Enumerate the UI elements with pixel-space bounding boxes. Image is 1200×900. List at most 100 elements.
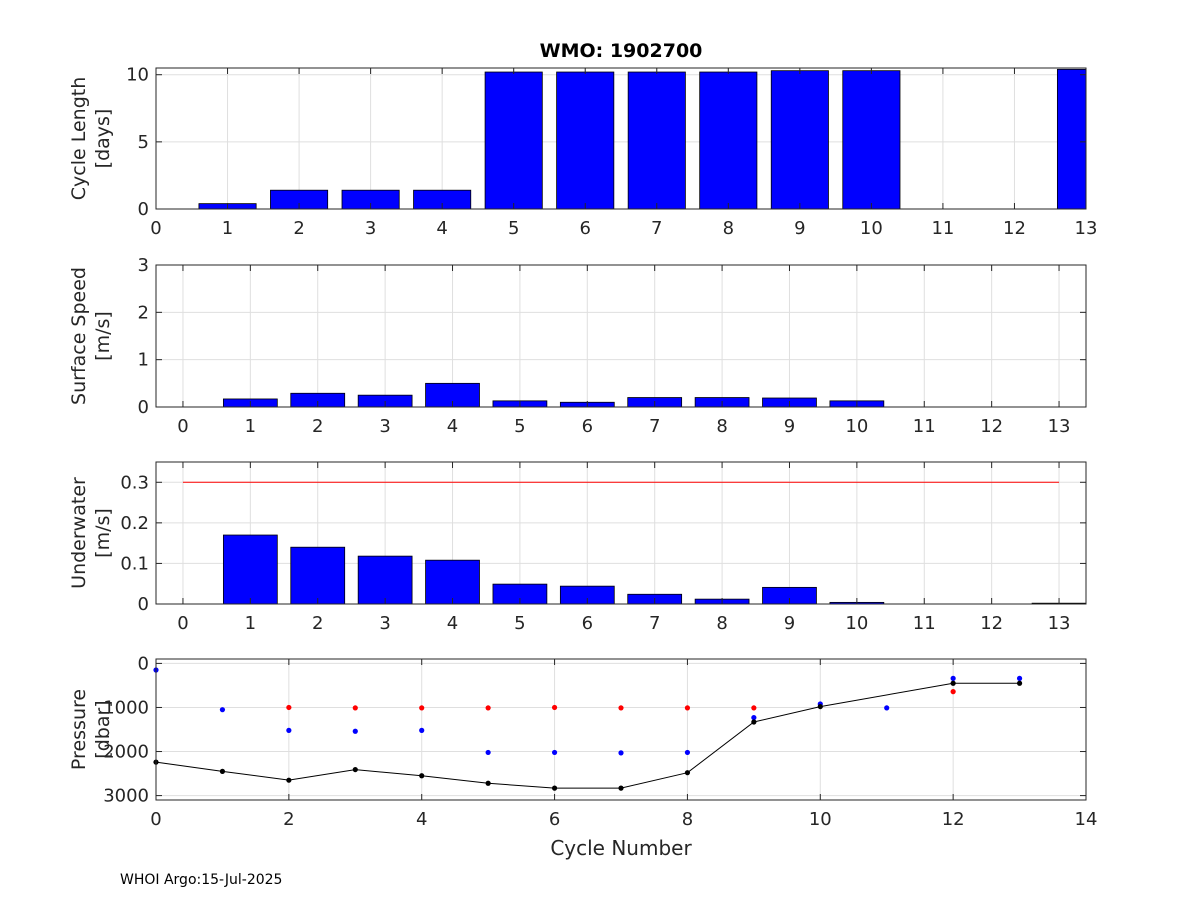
point-profile-pressure-cycle-9	[751, 715, 757, 721]
bar-cycle-4	[425, 559, 480, 605]
bar-cycle-9	[770, 70, 829, 210]
point-max-pressure-cycle-8	[684, 770, 691, 776]
axes-box	[155, 264, 1087, 408]
x-tick-label: 0	[177, 416, 188, 437]
x-tick-label: 14	[1075, 809, 1098, 830]
x-tick-label: 7	[649, 613, 660, 634]
x-tick-label: 13	[1048, 416, 1071, 437]
x-tick-label: 11	[931, 218, 954, 239]
y-axis-label-line: [dbar]	[92, 700, 114, 758]
point-max-pressure-cycle-3	[352, 766, 358, 773]
x-tick-label: 7	[651, 218, 662, 239]
point-park-pressure-cycle-8	[684, 705, 691, 711]
point-park-pressure-cycle-5	[485, 705, 491, 711]
x-tick-label: 2	[283, 809, 294, 830]
chart-4: 0 2 4 6 8 10 12 14 0 1000 2000 3000 Pressure [dbar] Cy…	[68, 653, 1097, 860]
y-tick-label: 0.1	[120, 553, 149, 574]
x-tick-label: 0	[177, 613, 188, 634]
y-tick-label: 1000	[103, 697, 149, 718]
x-tick-label: 5	[514, 416, 525, 437]
x-tick-label: 1	[245, 613, 256, 634]
x-tick-label: 11	[913, 416, 936, 437]
point-park-pressure-cycle-9	[751, 705, 757, 711]
x-tick-label: 8	[716, 613, 727, 634]
x-tick-label: 6	[582, 416, 593, 437]
x-tick-label: 9	[784, 613, 795, 634]
x-tick-label: 1	[222, 218, 233, 239]
point-park-pressure-cycle-12	[950, 689, 956, 695]
x-tick-label: 4	[416, 809, 427, 830]
bar-cycle-7	[627, 71, 686, 210]
x-tick-label: 12	[942, 809, 965, 830]
y-tick-label: 10	[126, 65, 149, 86]
x-tick-label: 0	[150, 809, 161, 830]
x-tick-label: 11	[913, 613, 936, 634]
point-max-pressure-cycle-9	[751, 719, 757, 725]
axes-box	[155, 658, 1087, 801]
point-profile-pressure-cycle-13	[1016, 675, 1023, 681]
y-tick-label: 2	[138, 302, 149, 323]
x-tick-label: 8	[682, 809, 693, 830]
point-park-pressure-cycle-6	[551, 704, 558, 711]
y-tick-label: 0	[138, 199, 149, 220]
x-tick-label: 10	[845, 613, 868, 634]
point-park-pressure-cycle-3	[352, 705, 358, 711]
x-tick-label: 6	[582, 613, 593, 634]
y-axis-label: Underwater [m/s]	[68, 477, 114, 589]
x-tick-label: 9	[794, 218, 805, 239]
point-max-pressure-cycle-2	[286, 777, 292, 783]
y-tick-label: 3	[138, 255, 149, 276]
point-max-pressure-cycle-7	[618, 785, 624, 791]
point-park-pressure-cycle-4	[419, 705, 425, 711]
bar-cycle-6	[556, 71, 615, 210]
point-max-pressure-cycle-6	[551, 785, 558, 791]
axes-box	[155, 461, 1087, 605]
x-tick-label: 8	[716, 416, 727, 437]
bar-cycle-8	[699, 71, 758, 210]
point-profile-pressure-cycle-2	[286, 727, 292, 733]
point-max-pressure-cycle-13	[1016, 680, 1023, 686]
bar-cycle-13	[1056, 68, 1087, 210]
y-axis-label-line: Pressure	[68, 689, 90, 770]
y-axis-label-line: [m/s]	[92, 311, 114, 361]
y-axis-label-line: [m/s]	[92, 508, 114, 558]
bar-cycle-10	[842, 70, 901, 210]
x-tick-label: 6	[549, 809, 560, 830]
y-tick-label: 0.3	[120, 472, 149, 493]
point-max-pressure-cycle-10	[817, 703, 823, 710]
x-tick-label: 13	[1048, 613, 1071, 634]
bar-cycle-1	[222, 534, 278, 605]
y-tick-label: 0.2	[120, 513, 149, 534]
x-tick-label: 13	[1075, 218, 1098, 239]
x-tick-label: 4	[436, 218, 447, 239]
bar-cycle-2	[290, 546, 346, 605]
x-tick-label: 10	[809, 809, 832, 830]
y-axis-label: Cycle Length [days]	[68, 77, 114, 201]
y-axis-label: Pressure [dbar]	[68, 689, 114, 770]
axes-box	[155, 67, 1087, 210]
x-tick-label: 12	[980, 416, 1003, 437]
y-axis-label-line: Surface Speed	[68, 267, 90, 405]
x-tick-label: 12	[980, 613, 1003, 634]
point-max-pressure-cycle-4	[419, 773, 425, 779]
y-axis-label-line: Cycle Length	[68, 77, 90, 201]
y-tick-label: 0	[138, 594, 149, 615]
point-park-pressure-cycle-7	[618, 705, 624, 711]
x-tick-label: 12	[1003, 218, 1026, 239]
footer-text: WHOI Argo:15-Jul-2025	[120, 872, 283, 888]
x-tick-label: 4	[447, 416, 458, 437]
x-tick-label: 10	[860, 218, 883, 239]
x-tick-label: 4	[447, 613, 458, 634]
x-tick-label: 3	[379, 613, 390, 634]
x-tick-label: 8	[723, 218, 734, 239]
x-tick-label: 5	[514, 613, 525, 634]
point-profile-pressure-cycle-7	[618, 750, 624, 756]
x-tick-label: 6	[580, 218, 591, 239]
x-tick-label: 5	[508, 218, 519, 239]
y-tick-label: 3000	[103, 786, 149, 807]
